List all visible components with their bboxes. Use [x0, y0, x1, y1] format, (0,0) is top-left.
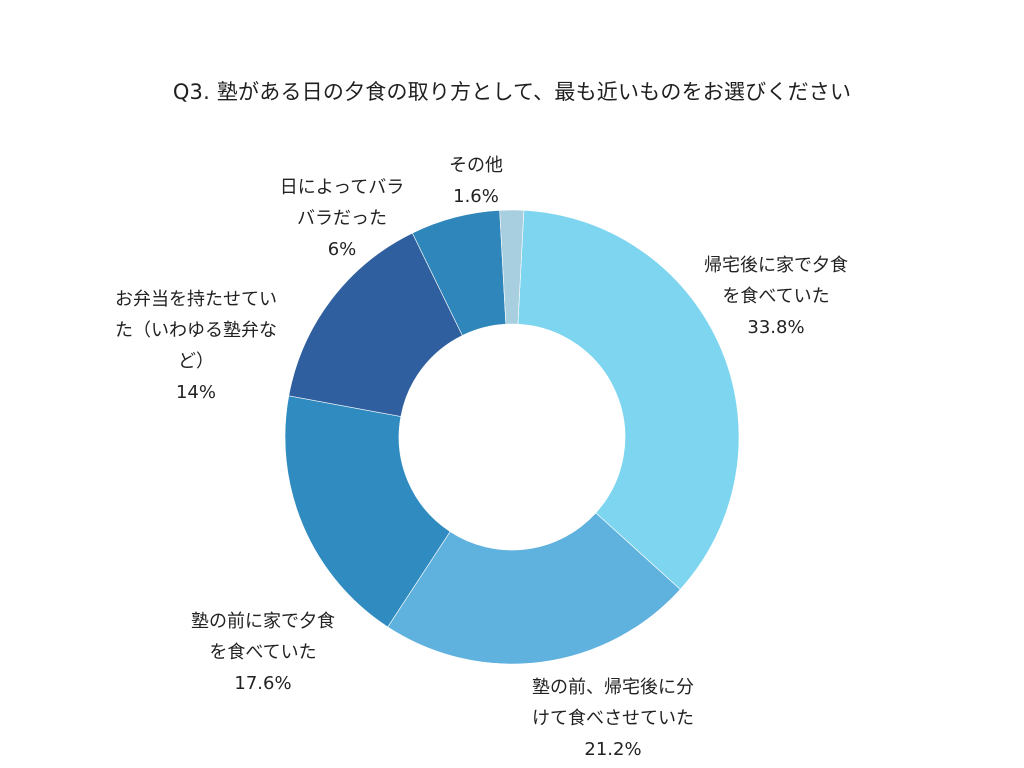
label-line: ど） [178, 351, 214, 372]
label-line: お弁当を持たせてい [115, 289, 277, 310]
label-value: 14% [175, 382, 216, 403]
donut-slice [387, 512, 681, 665]
label-line: を食べていた [722, 286, 830, 307]
label-line: 日によってバラ [279, 177, 405, 198]
label-value: 1.6% [453, 186, 499, 207]
label-value: 33.8% [747, 317, 805, 338]
label-value: 17.6% [234, 673, 292, 694]
label-line: バラだった [297, 208, 387, 229]
donut-slice [517, 209, 740, 590]
label-line: 塾の前に家で夕食 [191, 611, 335, 632]
label-value: 21.2% [584, 739, 642, 760]
label-varied: 日によってバラ バラだった 6% [252, 172, 432, 265]
label-before-cram-school: 塾の前に家で夕食 を食べていた 17.6% [163, 606, 363, 699]
label-value: 6% [327, 239, 357, 260]
label-line: 塾の前、帰宅後に分 [532, 677, 694, 698]
label-line: た（いわゆる塾弁な [115, 320, 277, 341]
donut-slices [284, 209, 740, 665]
label-line: を食べていた [209, 642, 317, 663]
donut-slice [288, 232, 463, 417]
donut-slice [284, 395, 451, 628]
label-split-meals: 塾の前、帰宅後に分 けて食べさせていた 21.2% [503, 672, 723, 765]
label-other: その他 1.6% [426, 150, 526, 212]
label-line: 帰宅後に家で夕食 [704, 255, 848, 276]
label-line: けて食べさせていた [532, 708, 694, 729]
chart-title: Q3. 塾がある日の夕食の取り方として、最も近いものをお選びください [172, 80, 852, 104]
label-after-return-home: 帰宅後に家で夕食 を食べていた 33.8% [676, 250, 876, 343]
donut-slice [499, 209, 525, 325]
label-line: その他 [449, 155, 503, 176]
label-bento: お弁当を持たせてい た（いわゆる塾弁な ど） 14% [86, 284, 306, 408]
